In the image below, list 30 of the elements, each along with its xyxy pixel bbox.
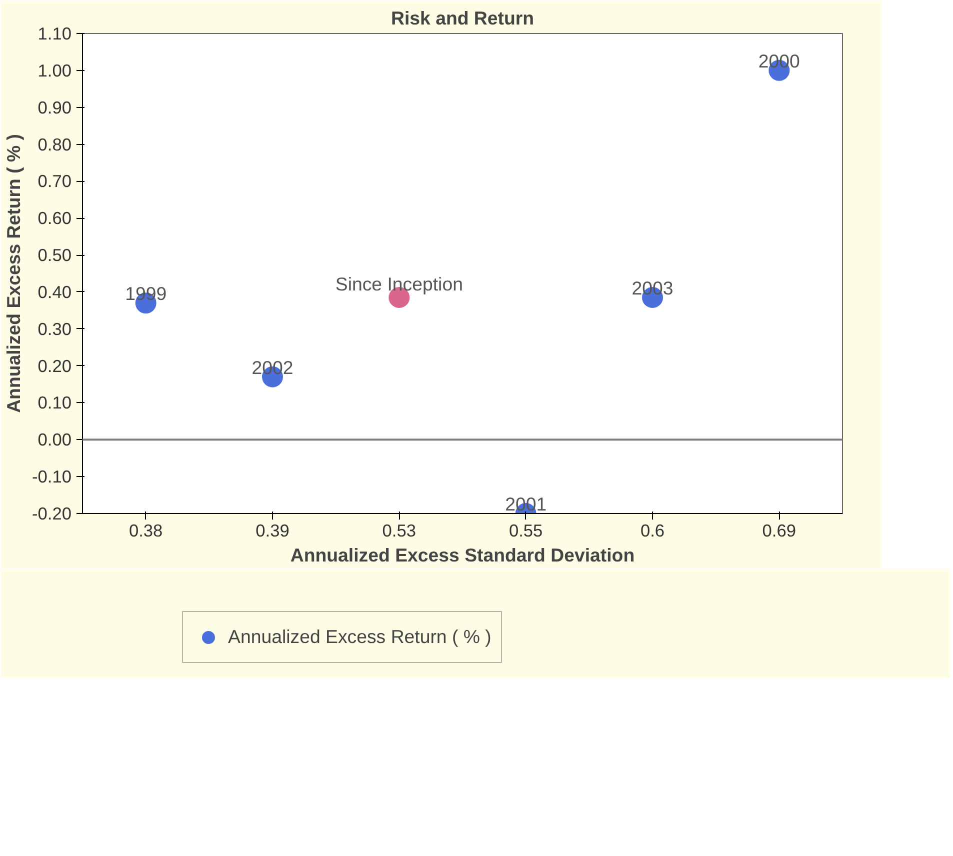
annotation: 2002 <box>252 356 294 378</box>
annotation: Since Inception <box>335 274 463 294</box>
y-tick-label: 0.40 <box>38 282 72 302</box>
x-tick-label: 0.39 <box>256 520 290 540</box>
y-tick-label: 0.50 <box>38 245 72 266</box>
y-tick-label: 0.10 <box>38 392 72 413</box>
y-tick-label: -0.20 <box>32 504 72 524</box>
x-tick-label: 0.6 <box>640 520 665 540</box>
annotation: 1999 <box>125 283 167 304</box>
annotation: 2001 <box>505 494 547 514</box>
annotation: 2003 <box>632 278 674 298</box>
y-tick-label: 0.70 <box>38 171 72 192</box>
annotation: 2000 <box>758 50 800 72</box>
legend-label: Annualized Excess Return ( % ) <box>228 626 492 648</box>
y-tick-label: 1.00 <box>38 60 72 80</box>
y-tick-label: 0.30 <box>38 318 72 339</box>
x-axis-title: Annualized Excess Standard Deviation <box>290 544 635 566</box>
x-tick-label: 0.38 <box>128 520 163 540</box>
x-tick-label: 0.69 <box>762 520 796 540</box>
y-axis-title: Annualized Excess Return ( % ) <box>3 134 24 413</box>
chart-title: Risk and Return <box>390 8 534 28</box>
y-tick-label: 0.90 <box>38 97 72 118</box>
y-tick-label: 0.60 <box>38 208 72 228</box>
y-tick-label: 0.00 <box>38 430 72 450</box>
y-tick-label: 0.80 <box>38 134 72 154</box>
y-tick-label: -0.10 <box>32 466 72 487</box>
y-tick-label: 1.10 <box>38 24 72 44</box>
y-tick-label: 0.20 <box>38 356 72 376</box>
x-tick-label: 0.53 <box>382 520 416 540</box>
x-tick-label: 0.55 <box>508 520 543 540</box>
